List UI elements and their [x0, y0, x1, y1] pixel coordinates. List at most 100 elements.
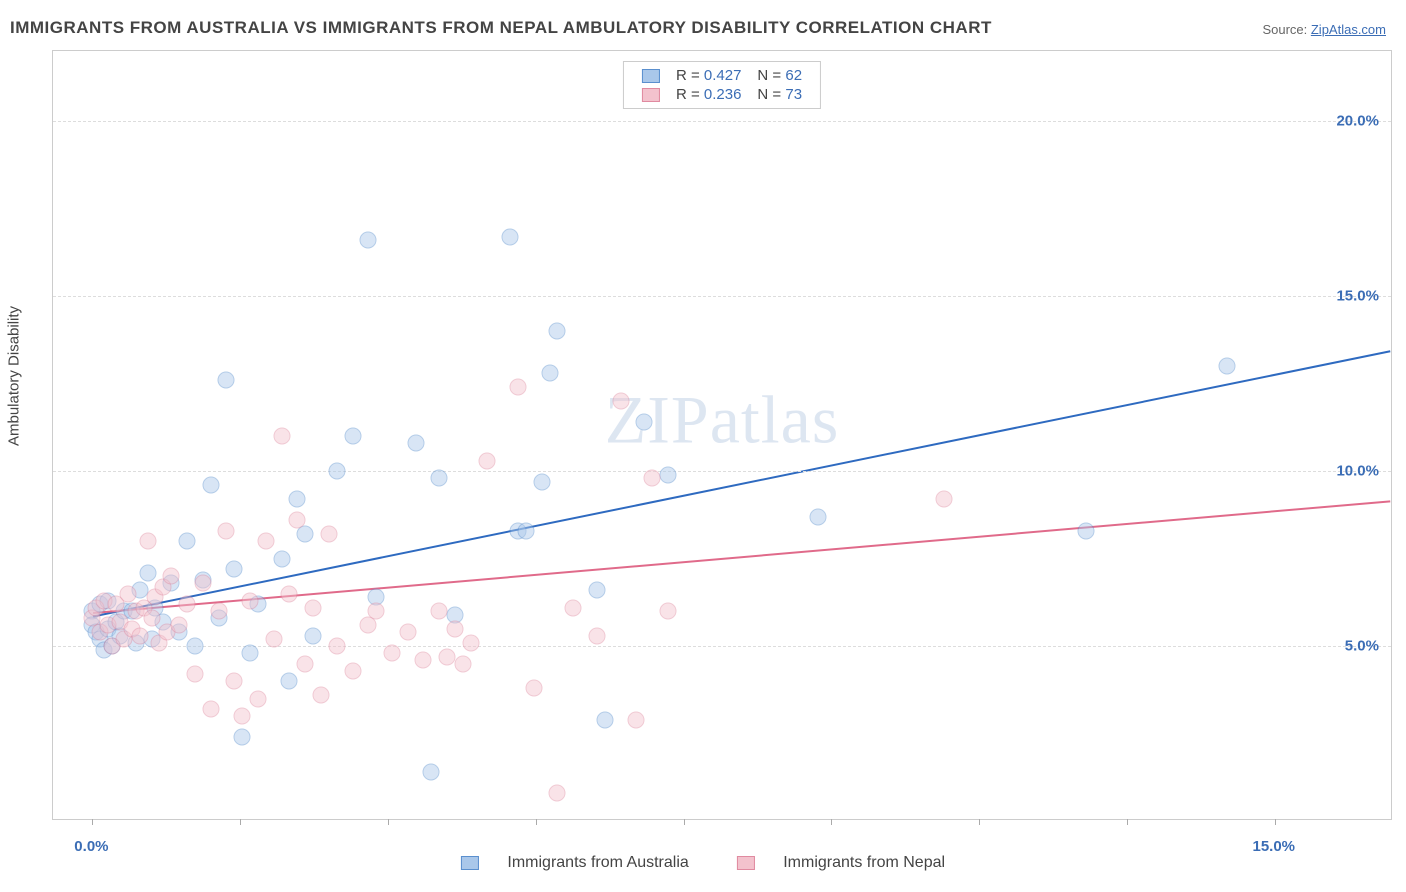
- data-point-nepal: [289, 512, 306, 529]
- data-point-nepal: [659, 603, 676, 620]
- data-point-nepal: [194, 575, 211, 592]
- data-point-australia: [431, 470, 448, 487]
- x-tick: [831, 819, 832, 825]
- n-label: N =: [757, 67, 785, 84]
- data-point-nepal: [234, 708, 251, 725]
- data-point-australia: [281, 673, 298, 690]
- n-value: 73: [785, 86, 802, 103]
- data-point-australia: [218, 372, 235, 389]
- data-point-nepal: [447, 620, 464, 637]
- x-tick-label: 15.0%: [1252, 838, 1295, 855]
- r-label: R =: [676, 67, 704, 84]
- data-point-australia: [179, 533, 196, 550]
- x-tick: [92, 819, 93, 825]
- legend-row-australia: R = 0.427 N = 62: [634, 66, 810, 85]
- r-label: R =: [676, 86, 704, 103]
- data-point-australia: [588, 582, 605, 599]
- data-point-nepal: [265, 631, 282, 648]
- chart-title: IMMIGRANTS FROM AUSTRALIA VS IMMIGRANTS …: [10, 18, 992, 38]
- gridline: [53, 296, 1391, 297]
- data-point-nepal: [179, 596, 196, 613]
- data-point-nepal: [305, 599, 322, 616]
- data-point-nepal: [588, 627, 605, 644]
- data-point-nepal: [478, 452, 495, 469]
- data-point-nepal: [454, 655, 471, 672]
- data-point-nepal: [320, 526, 337, 543]
- data-point-nepal: [171, 617, 188, 634]
- data-point-nepal: [242, 592, 259, 609]
- data-point-australia: [659, 466, 676, 483]
- data-point-nepal: [383, 645, 400, 662]
- x-tick: [1275, 819, 1276, 825]
- data-point-australia: [549, 323, 566, 340]
- legend-label: Immigrants from Nepal: [783, 854, 945, 871]
- data-point-nepal: [628, 711, 645, 728]
- n-value: 62: [785, 67, 802, 84]
- x-tick: [536, 819, 537, 825]
- legend-swatch: [642, 69, 660, 83]
- data-point-nepal: [273, 428, 290, 445]
- legend-swatch: [642, 88, 660, 102]
- data-point-nepal: [131, 627, 148, 644]
- gridline: [53, 121, 1391, 122]
- data-point-australia: [809, 508, 826, 525]
- data-point-nepal: [249, 690, 266, 707]
- data-point-australia: [423, 764, 440, 781]
- data-point-nepal: [565, 599, 582, 616]
- scatter-plot: ZIPatlas R = 0.427N = 62R = 0.236N = 73 …: [52, 50, 1392, 820]
- x-tick: [388, 819, 389, 825]
- x-tick: [684, 819, 685, 825]
- data-point-australia: [273, 550, 290, 567]
- source-label: Source:: [1262, 22, 1310, 37]
- data-point-nepal: [281, 585, 298, 602]
- data-point-australia: [186, 638, 203, 655]
- y-tick-label: 10.0%: [1336, 463, 1379, 480]
- data-point-australia: [226, 561, 243, 578]
- y-tick-label: 15.0%: [1336, 288, 1379, 305]
- data-point-nepal: [226, 673, 243, 690]
- data-point-nepal: [210, 603, 227, 620]
- data-point-nepal: [257, 533, 274, 550]
- data-point-nepal: [415, 652, 432, 669]
- source-link[interactable]: ZipAtlas.com: [1311, 22, 1386, 37]
- data-point-nepal: [439, 648, 456, 665]
- data-point-australia: [344, 428, 361, 445]
- data-point-nepal: [644, 470, 661, 487]
- x-tick: [979, 819, 980, 825]
- legend-item-australia: Immigrants from Australia: [449, 854, 701, 871]
- data-point-australia: [242, 645, 259, 662]
- data-point-nepal: [119, 585, 136, 602]
- r-value: 0.427: [704, 67, 742, 84]
- data-point-nepal: [510, 379, 527, 396]
- data-point-nepal: [186, 666, 203, 683]
- data-point-nepal: [313, 687, 330, 704]
- data-point-australia: [305, 627, 322, 644]
- y-tick-label: 5.0%: [1345, 638, 1379, 655]
- stats-legend: R = 0.427 N = 62R = 0.236 N = 73: [623, 61, 821, 109]
- data-point-nepal: [431, 603, 448, 620]
- x-tick: [240, 819, 241, 825]
- data-point-nepal: [202, 701, 219, 718]
- data-point-australia: [502, 228, 519, 245]
- data-point-nepal: [163, 568, 180, 585]
- data-point-australia: [139, 564, 156, 581]
- legend-swatch: [737, 856, 755, 870]
- x-tick-label: 0.0%: [74, 838, 108, 855]
- data-point-nepal: [297, 655, 314, 672]
- data-point-australia: [1219, 358, 1236, 375]
- data-point-nepal: [462, 634, 479, 651]
- data-point-nepal: [935, 491, 952, 508]
- data-point-australia: [234, 729, 251, 746]
- data-point-nepal: [612, 393, 629, 410]
- gridline: [53, 471, 1391, 472]
- data-point-nepal: [549, 785, 566, 802]
- data-point-australia: [533, 473, 550, 490]
- x-tick: [1127, 819, 1128, 825]
- data-point-australia: [407, 435, 424, 452]
- legend-item-nepal: Immigrants from Nepal: [725, 854, 957, 871]
- data-point-australia: [636, 414, 653, 431]
- data-point-australia: [360, 232, 377, 249]
- data-point-australia: [596, 711, 613, 728]
- data-point-australia: [202, 477, 219, 494]
- r-value: 0.236: [704, 86, 742, 103]
